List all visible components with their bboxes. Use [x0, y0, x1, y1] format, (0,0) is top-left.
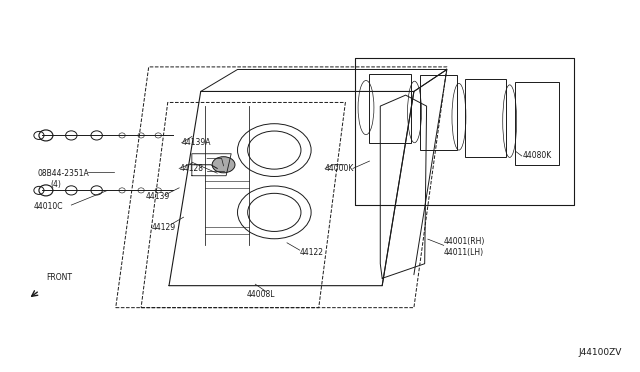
Text: 44139A: 44139A — [182, 138, 211, 147]
Text: 44000K: 44000K — [325, 164, 355, 173]
Text: 08B44-2351A: 08B44-2351A — [38, 169, 90, 178]
Text: (4): (4) — [51, 180, 61, 189]
Text: 44139: 44139 — [145, 192, 170, 202]
Text: FRONT: FRONT — [46, 273, 72, 282]
Ellipse shape — [212, 157, 235, 173]
Text: 44122: 44122 — [300, 248, 324, 257]
Bar — [369, 74, 411, 143]
Text: J44100ZV: J44100ZV — [578, 349, 621, 357]
Text: 44001(RH): 44001(RH) — [444, 237, 485, 246]
Text: 44129: 44129 — [152, 222, 176, 231]
Text: 44128: 44128 — [179, 164, 203, 173]
Bar — [420, 75, 457, 150]
Text: 44080K: 44080K — [523, 151, 552, 160]
Text: 44011(LH): 44011(LH) — [444, 248, 484, 257]
Text: 44008L: 44008L — [247, 289, 276, 299]
Text: 44010C: 44010C — [33, 202, 63, 211]
Bar — [515, 82, 559, 165]
Bar — [465, 78, 506, 157]
